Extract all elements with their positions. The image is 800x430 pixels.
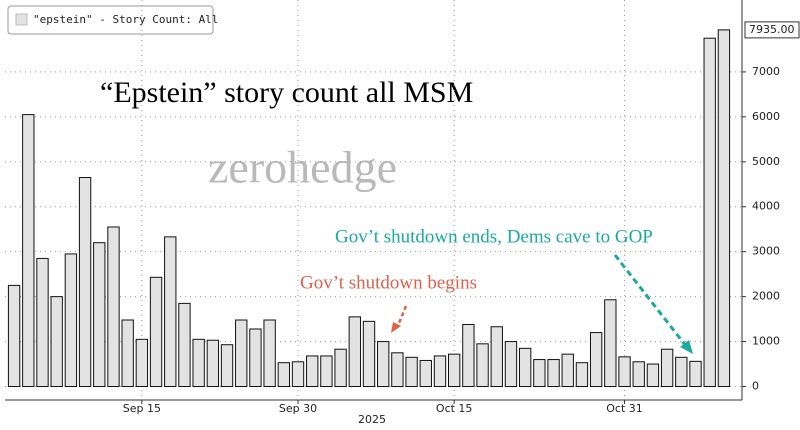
bar: [7, 284, 21, 388]
bar: [220, 344, 234, 388]
bar: [36, 257, 49, 388]
bar: [178, 302, 191, 388]
bar: [135, 338, 149, 388]
bar: [377, 341, 390, 388]
bar: [518, 347, 532, 388]
headline: “Epstein” story count all MSM: [100, 76, 473, 109]
bar: [419, 359, 432, 388]
bar: [547, 359, 560, 388]
bar: [22, 114, 35, 388]
last-value-box: [744, 21, 800, 39]
x-tick-label: Sep 30: [279, 402, 317, 415]
bar: [447, 353, 461, 388]
bar: [504, 341, 518, 388]
x-tick-label: Oct 15: [436, 402, 473, 415]
bar: [660, 348, 674, 388]
bar: [391, 352, 404, 388]
legend-label: "epstein" - Story Count: All: [33, 13, 218, 26]
arrow-head: [680, 340, 693, 354]
legend-box: [7, 5, 214, 35]
x-axis-label: 2025: [358, 413, 386, 426]
bar: [476, 343, 489, 388]
arrow: [613, 254, 688, 347]
bar: [93, 242, 106, 388]
bar: [689, 360, 702, 388]
bar: [561, 353, 574, 388]
bar: [462, 323, 475, 388]
bar: [235, 319, 248, 388]
bar: [50, 296, 63, 388]
watermark: zerohedge: [208, 142, 397, 193]
bar: [490, 326, 503, 388]
bar: [433, 355, 447, 388]
bar: [717, 29, 731, 388]
y-tick-label: 2000: [752, 290, 780, 303]
annotation: Gov’t shutdown ends, Dems cave to GOP: [335, 226, 653, 247]
bar: [249, 328, 262, 388]
y-tick-label: 5000: [752, 155, 780, 168]
bar: [632, 361, 645, 388]
bar: [78, 177, 92, 388]
bar: [589, 332, 603, 388]
y-tick-label: 4000: [752, 200, 780, 213]
bar: [675, 356, 688, 388]
bar: [320, 355, 333, 388]
bar: [291, 361, 305, 388]
bar: [405, 356, 418, 388]
bar: [334, 348, 347, 388]
bar: [362, 320, 376, 388]
arrow: [395, 305, 408, 329]
bar: [64, 253, 78, 388]
arrow-head: [391, 322, 401, 333]
bar: [263, 319, 276, 388]
y-tick-label: 6000: [752, 110, 780, 123]
last-value-label: 7935.00: [749, 23, 795, 36]
bar: [703, 37, 716, 388]
y-tick-label: 1000: [752, 335, 780, 348]
annotation: Gov’t shutdown begins: [300, 272, 477, 293]
y-tick-label: 0: [752, 380, 759, 393]
x-tick-label: Sep 15: [123, 402, 161, 415]
bar: [149, 276, 163, 388]
bar: [121, 319, 134, 388]
bar: [575, 362, 589, 388]
bar: [164, 236, 177, 388]
bar: [206, 339, 220, 388]
bar: [306, 355, 319, 388]
bar: [192, 338, 205, 388]
y-tick-label: 3000: [752, 245, 780, 258]
bar: [646, 363, 660, 388]
x-tick-label: Oct 31: [606, 402, 643, 415]
bar: [618, 356, 631, 388]
y-tick-label: 7000: [752, 65, 780, 78]
legend-swatch: [15, 13, 28, 26]
bar: [533, 359, 546, 388]
bar: [604, 299, 617, 388]
bar: [107, 226, 120, 388]
bar: [277, 362, 291, 388]
bar: [348, 316, 361, 388]
